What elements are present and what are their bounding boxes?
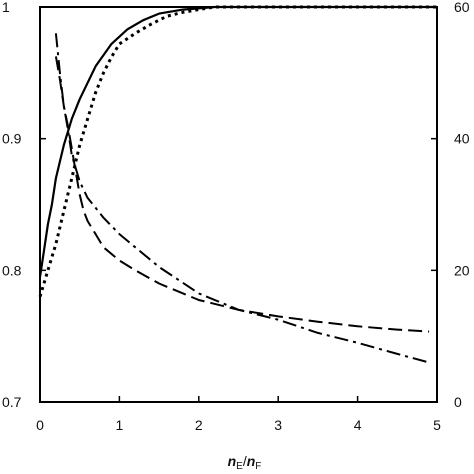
y-left-tick-label-1: 1 [2,0,10,15]
series-line-3-dash [54,56,430,333]
series-line-4-dash-dot [54,33,430,364]
y-left-tick-label-0.7: 0.7 [2,394,22,410]
plot-frame [39,6,438,403]
x-tick-label-5: 5 [433,417,441,433]
y-right-tick-label-0: 0 [454,394,462,410]
x-axis-title-main2: n [247,453,256,469]
x-axis-title-main: n [228,453,237,469]
series-layer [38,5,437,364]
plot-area [39,6,438,403]
x-axis-title-slash: / [243,453,247,469]
x-tick-label-3: 3 [274,417,282,433]
x-axis-title-sub2: F [255,461,261,472]
y-right-tick-label-60: 60 [454,0,470,15]
x-tick-label-0: 0 [36,417,44,433]
y-left-tick-label-0.8: 0.8 [2,262,22,278]
x-tick-label-4: 4 [354,417,362,433]
x-tick-label-1: 1 [116,417,124,433]
series-line-1-solid [38,5,437,278]
y-right-tick-label-40: 40 [454,131,470,147]
y-right-tick-label-20: 20 [454,262,470,278]
x-axis-title: nE/nF [228,453,262,472]
series-line-2-dotted [38,5,437,298]
axes-layer: 0 1 2 3 4 5 0.7 0.8 0.9 1 0 20 40 60 [2,0,470,433]
y-left-tick-label-0.9: 0.9 [2,131,22,147]
x-tick-label-2: 2 [195,417,203,433]
x-axis-title-sub: E [236,461,243,472]
